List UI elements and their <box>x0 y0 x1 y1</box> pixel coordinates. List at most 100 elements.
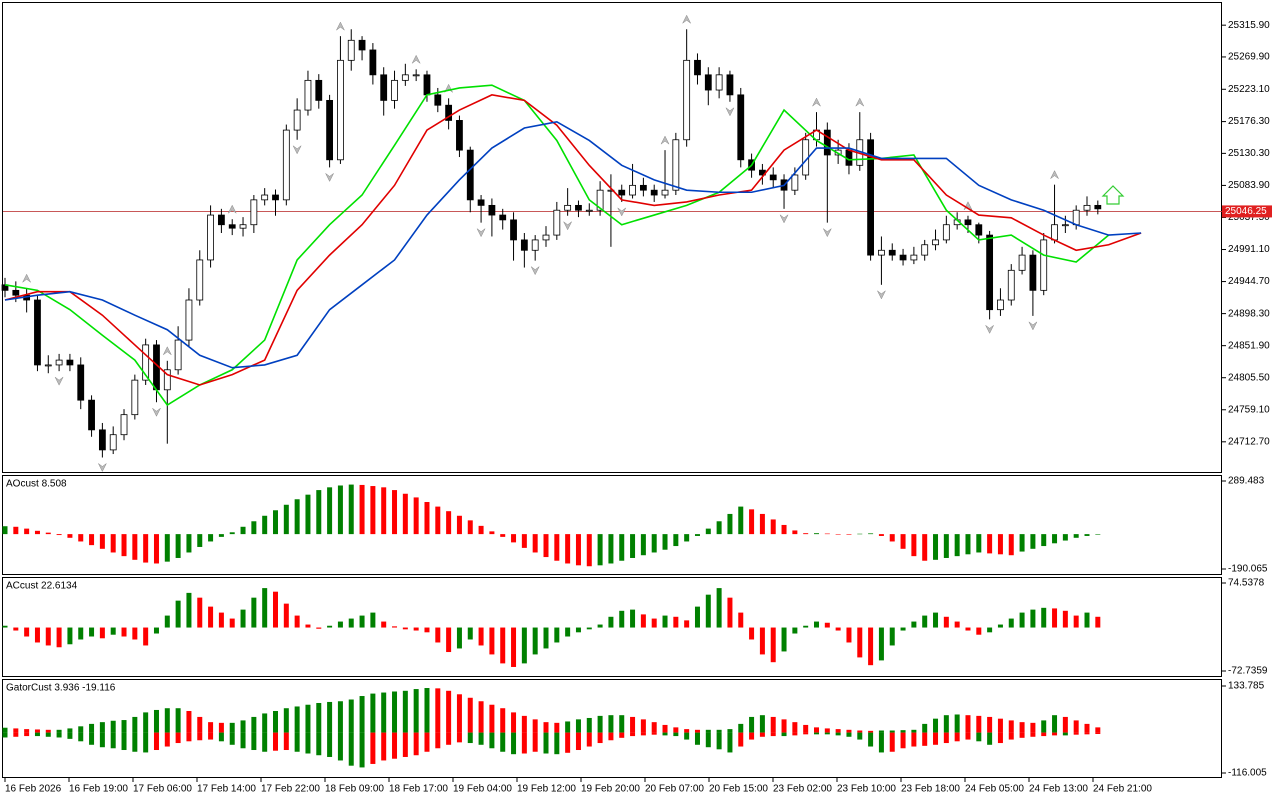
histogram-bar <box>359 484 365 535</box>
y-tick-label: 24712.70 <box>1228 436 1270 447</box>
histogram-bar <box>835 627 841 631</box>
histogram-bar <box>381 487 387 535</box>
histogram-bar <box>1073 534 1079 538</box>
histogram-bar <box>1073 615 1079 628</box>
histogram-bar <box>976 627 982 635</box>
gator-bar <box>814 732 819 735</box>
histogram-bar <box>56 534 62 536</box>
histogram-bar <box>294 615 300 628</box>
gator-bar <box>868 730 874 733</box>
gator-bar <box>143 712 149 733</box>
gator-bar <box>327 701 333 733</box>
gator-bar <box>251 716 257 733</box>
fractal-down <box>779 214 789 224</box>
gator-bar <box>1008 720 1014 733</box>
histogram-bar <box>554 534 560 561</box>
x-tick-label: 17 Feb 22:00 <box>261 784 320 795</box>
gator-bar <box>413 689 419 733</box>
histogram-bar <box>1019 612 1025 628</box>
histogram-bar <box>197 597 203 628</box>
histogram-bar <box>521 627 527 664</box>
gator-bar <box>262 732 268 752</box>
gator-bar <box>597 715 603 733</box>
fractal-down <box>54 376 64 386</box>
gator-bar <box>56 729 62 733</box>
candle-body <box>401 74 409 81</box>
histogram-bar <box>240 609 246 628</box>
fractal-down <box>877 290 886 300</box>
fractal-up <box>411 54 421 64</box>
histogram-bar <box>781 627 787 652</box>
histogram-bar <box>34 627 40 643</box>
histogram-bar <box>467 520 473 535</box>
histogram-bar <box>640 614 646 628</box>
histogram-bar <box>716 521 722 535</box>
y-tick-label: -190.065 <box>1228 564 1268 575</box>
histogram-bar <box>24 627 30 637</box>
histogram-bar <box>305 494 311 535</box>
x-tick-label: 23 Feb 18:00 <box>901 784 960 795</box>
gator-bar <box>392 732 398 759</box>
candle-body <box>174 339 182 371</box>
histogram-bar <box>251 597 257 628</box>
price-tag <box>1222 205 1272 218</box>
candle-body <box>823 129 831 156</box>
gator-bar <box>694 729 700 733</box>
gator-bar <box>814 727 819 733</box>
candle-body <box>347 39 355 61</box>
candle-body <box>791 174 799 191</box>
gator-bar <box>662 732 668 736</box>
gator-bar <box>565 721 571 733</box>
gator-bar <box>186 711 192 733</box>
gator-bar <box>694 732 700 745</box>
gator-bar <box>489 704 495 733</box>
histogram-bar <box>1095 616 1101 628</box>
histogram-bar <box>965 534 971 555</box>
histogram-bar <box>640 534 646 556</box>
histogram-bar <box>511 534 517 543</box>
gator-bar <box>770 732 776 737</box>
candle-body <box>499 214 507 221</box>
histogram-bar <box>835 534 841 535</box>
histogram-bar <box>435 627 441 643</box>
histogram-bar <box>694 534 700 536</box>
histogram-bar <box>987 627 993 633</box>
histogram-bar <box>814 621 819 628</box>
candle-body <box>694 59 701 76</box>
candle-body <box>369 49 377 76</box>
histogram-bar <box>857 533 863 535</box>
histogram-bar <box>262 515 268 535</box>
histogram-bar <box>824 533 830 535</box>
histogram-bar <box>814 533 819 535</box>
gator-bar <box>511 712 517 733</box>
histogram-bar <box>316 627 322 629</box>
gator-bar <box>749 716 755 733</box>
histogram-bar <box>99 534 105 549</box>
candle-body <box>932 239 939 246</box>
histogram-bar <box>857 627 863 658</box>
x-tick-label: 16 Feb 19:00 <box>69 784 128 795</box>
gator-bar <box>348 699 354 733</box>
histogram-bar <box>1062 534 1068 541</box>
candle-body <box>650 189 658 196</box>
candle-body <box>878 249 885 256</box>
x-tick-label: 19 Feb 12:00 <box>517 784 576 795</box>
x-tick-label: 18 Feb 17:00 <box>389 784 448 795</box>
histogram-bar <box>273 510 278 535</box>
histogram-bar <box>543 627 549 649</box>
candle-body <box>445 104 453 121</box>
gator-bar <box>857 730 863 733</box>
gator-bar <box>370 693 376 733</box>
gator-bar <box>316 732 322 756</box>
candle-body <box>196 259 204 301</box>
histogram-bar <box>824 622 830 628</box>
candle-body <box>715 74 723 91</box>
candle-body <box>618 189 626 196</box>
candle-body <box>1029 254 1037 291</box>
gator-bar <box>305 704 311 733</box>
gator-bar <box>976 715 982 733</box>
histogram-bar <box>143 534 149 563</box>
gator-bar <box>640 732 646 736</box>
ao-title: AOcust 8.508 <box>6 479 67 490</box>
histogram-bar <box>716 588 722 628</box>
